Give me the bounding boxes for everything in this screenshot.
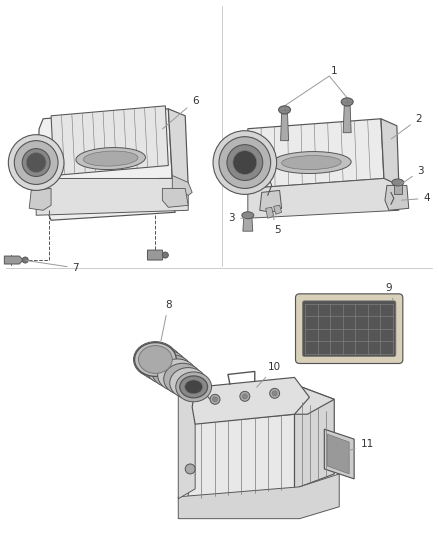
Circle shape	[185, 464, 195, 474]
Polygon shape	[394, 181, 402, 195]
Ellipse shape	[392, 179, 404, 186]
Circle shape	[22, 257, 28, 263]
Circle shape	[213, 131, 277, 195]
Ellipse shape	[134, 342, 177, 377]
Polygon shape	[248, 179, 399, 218]
Polygon shape	[274, 205, 282, 214]
Polygon shape	[36, 179, 188, 215]
Ellipse shape	[341, 98, 353, 106]
Polygon shape	[178, 387, 195, 499]
Text: 7: 7	[26, 261, 79, 273]
Text: 4: 4	[402, 193, 430, 204]
Text: 1: 1	[331, 66, 338, 76]
Polygon shape	[266, 207, 274, 218]
Text: 2: 2	[391, 114, 422, 139]
Polygon shape	[168, 109, 188, 185]
Polygon shape	[381, 119, 399, 185]
Ellipse shape	[176, 372, 212, 402]
Polygon shape	[343, 106, 351, 133]
Text: 3: 3	[400, 166, 424, 185]
Polygon shape	[327, 434, 349, 474]
Circle shape	[219, 136, 271, 188]
Polygon shape	[294, 384, 334, 489]
Polygon shape	[36, 179, 175, 220]
Ellipse shape	[140, 346, 182, 381]
Ellipse shape	[76, 148, 145, 169]
Circle shape	[162, 252, 168, 258]
Circle shape	[14, 141, 58, 184]
Ellipse shape	[180, 376, 208, 398]
Circle shape	[212, 397, 218, 402]
Polygon shape	[29, 188, 51, 211]
Polygon shape	[162, 188, 188, 207]
Polygon shape	[172, 175, 192, 196]
Polygon shape	[248, 119, 384, 188]
Circle shape	[272, 391, 277, 396]
Circle shape	[26, 152, 46, 173]
Ellipse shape	[242, 212, 254, 219]
Ellipse shape	[158, 359, 197, 391]
Text: 8: 8	[161, 300, 172, 341]
Circle shape	[8, 135, 64, 190]
Ellipse shape	[83, 151, 138, 166]
Text: 3: 3	[229, 213, 245, 223]
Polygon shape	[148, 250, 163, 260]
Circle shape	[210, 394, 220, 404]
Text: 5: 5	[272, 215, 281, 235]
Text: 6: 6	[162, 96, 198, 129]
Ellipse shape	[282, 156, 341, 169]
FancyBboxPatch shape	[303, 301, 396, 357]
Polygon shape	[281, 114, 289, 141]
Ellipse shape	[138, 345, 172, 374]
Ellipse shape	[170, 368, 207, 398]
Ellipse shape	[152, 354, 192, 388]
Circle shape	[22, 149, 50, 176]
Polygon shape	[178, 474, 339, 519]
Polygon shape	[243, 215, 253, 231]
Ellipse shape	[164, 364, 202, 395]
Text: 9: 9	[385, 283, 393, 300]
Polygon shape	[51, 106, 168, 175]
Polygon shape	[188, 384, 307, 424]
FancyBboxPatch shape	[296, 294, 403, 364]
Polygon shape	[36, 109, 172, 185]
Circle shape	[240, 391, 250, 401]
Ellipse shape	[279, 106, 290, 114]
Polygon shape	[260, 190, 282, 212]
Circle shape	[270, 389, 279, 398]
Text: 11: 11	[342, 439, 374, 453]
Polygon shape	[324, 429, 354, 479]
Circle shape	[233, 151, 257, 174]
Ellipse shape	[134, 343, 176, 376]
Ellipse shape	[272, 151, 351, 174]
Circle shape	[242, 394, 247, 399]
Polygon shape	[188, 414, 294, 499]
Polygon shape	[4, 256, 23, 264]
Polygon shape	[192, 377, 309, 424]
Polygon shape	[385, 185, 409, 211]
Polygon shape	[294, 384, 334, 414]
Ellipse shape	[145, 350, 187, 384]
Ellipse shape	[185, 380, 203, 394]
Text: 10: 10	[257, 362, 281, 387]
Circle shape	[227, 144, 263, 181]
